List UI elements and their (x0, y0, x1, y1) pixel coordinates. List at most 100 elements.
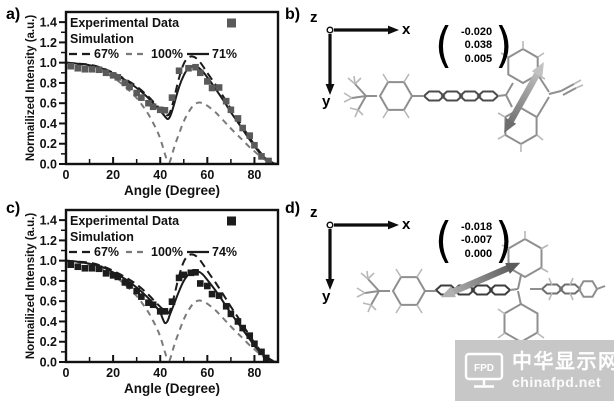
experimental-data-point (109, 72, 117, 79)
y-tick-label: 0.2 (40, 335, 57, 349)
plot-frame (64, 208, 280, 364)
experimental-data-point (239, 124, 246, 132)
hydrogen-bond (575, 84, 584, 89)
benzene-ring (507, 47, 539, 85)
experimental-data-point (161, 106, 169, 114)
axis-y-label-b: y (322, 93, 331, 110)
legend-series-label: 100% (151, 245, 183, 259)
experimental-data-point (204, 78, 211, 85)
panel-label-d: d) (285, 200, 301, 217)
arrow-head-icon (531, 62, 544, 78)
legend-experimental-label: Experimental Data (70, 214, 180, 228)
hydrogen-bond (537, 52, 545, 58)
experimental-data-point (258, 153, 265, 160)
hydrogen-bond (497, 134, 506, 140)
experimental-data-point (67, 62, 75, 70)
experimental-data-point (246, 132, 254, 139)
fused-ring-edge-on (470, 284, 494, 296)
y-tick-label: 1.4 (40, 16, 57, 30)
bond (548, 90, 562, 95)
y-tick-label: 0.8 (40, 76, 57, 90)
hydrogen-bond (536, 332, 545, 339)
hydrogen-bond (540, 244, 549, 250)
x-tick-label: 20 (106, 366, 120, 380)
experimental-data-point (246, 332, 254, 339)
experimental-data-point (222, 97, 230, 105)
y-axis-label: Normailized Intensity (a.u.) (25, 213, 37, 359)
legend-series-label: 100% (151, 47, 183, 61)
bond (505, 82, 514, 96)
experimental-data-point (156, 308, 164, 315)
experimental-data-point (180, 271, 188, 279)
hydrogen-bond (367, 304, 372, 313)
legend-series-label: 67% (94, 47, 119, 61)
experimental-data-point (168, 94, 176, 101)
hydrogen-bond (573, 79, 582, 85)
hydrogen-bond (548, 292, 553, 301)
watermark: FPD 中华显示网 chinafpd.net (455, 340, 614, 401)
experimental-data-point (95, 265, 103, 273)
experimental-data-point (133, 89, 140, 97)
x-tick-label: 40 (153, 366, 167, 380)
hydrogen-bond (569, 277, 574, 286)
x-tick-label: 60 (200, 168, 214, 182)
coordinate-axes-b (325, 25, 399, 95)
experimental-data-point (175, 274, 183, 282)
bond (367, 278, 380, 292)
experimental-data-point (168, 298, 176, 306)
hydrogen-bond (367, 272, 375, 280)
experimental-data-point (74, 263, 82, 271)
experimental-data-point (95, 66, 103, 74)
hydrogen-bond (416, 304, 423, 314)
benzene-ring (378, 81, 414, 111)
origin-marker (326, 221, 334, 229)
hydrogen-bond (382, 109, 389, 119)
left-paren: ( (435, 17, 453, 74)
fpd-logo-text: FPD (474, 363, 494, 374)
experimental-data-point (234, 115, 242, 122)
arrow-head-icon (505, 262, 521, 274)
hydrogen-bond (569, 292, 574, 301)
experimental-data-point (88, 65, 96, 73)
experimental-data-point (102, 69, 110, 77)
experimental-data-point (175, 67, 183, 75)
experimental-data-point (161, 308, 169, 315)
coordinate-axes-d (325, 220, 399, 290)
y-tick-label: 0.4 (40, 315, 57, 329)
vector-z-value: 0.000 (464, 247, 493, 260)
hydrogen-bond (403, 109, 410, 119)
experimental-data-point (109, 272, 117, 279)
hydrogen-bond (354, 109, 359, 118)
experimental-data-point (239, 324, 246, 332)
fused-ring-edge-on (440, 90, 464, 102)
legend-series-label: 67% (94, 245, 119, 259)
experimental-data-point (138, 94, 145, 101)
benzene-ring (391, 276, 427, 306)
legend-marker (227, 18, 236, 28)
hydrogen-bond (357, 109, 364, 116)
y-tick-label: 0.6 (40, 295, 57, 309)
experimental-data-point (133, 287, 140, 295)
experimental-data-point (196, 69, 204, 77)
y-tick-label: 1.0 (40, 254, 57, 268)
chart-panel-a: 0 20 40 60 80 0.0 0.2 0.4 0.6 0.8 1.0 1.2 1.4 Angle (… (25, 10, 280, 198)
experimental-data-point (265, 157, 272, 165)
bond (364, 290, 380, 294)
benzene-ring (503, 302, 539, 344)
hydrogen-bond (497, 332, 506, 339)
experimental-data-point (121, 279, 129, 286)
hydrogen-bond (497, 308, 506, 315)
hydrogen-bond (536, 134, 544, 141)
vector-x-value: -0.020 (460, 25, 493, 38)
hydrogen-bond (354, 77, 362, 85)
hydrogen-bond (403, 73, 410, 83)
hydrogen-bond (416, 268, 423, 278)
panel-label-a: a) (6, 6, 21, 23)
axis-z-label-d: z (310, 204, 318, 221)
dipole-arrow-shaft (446, 263, 515, 297)
experimental-data-point (215, 292, 223, 299)
dipole-vector-d: ( -0.018 -0.007 0.000 ) (435, 215, 512, 266)
hydrogen-bond (349, 107, 359, 111)
experimental-data-point (204, 282, 211, 290)
